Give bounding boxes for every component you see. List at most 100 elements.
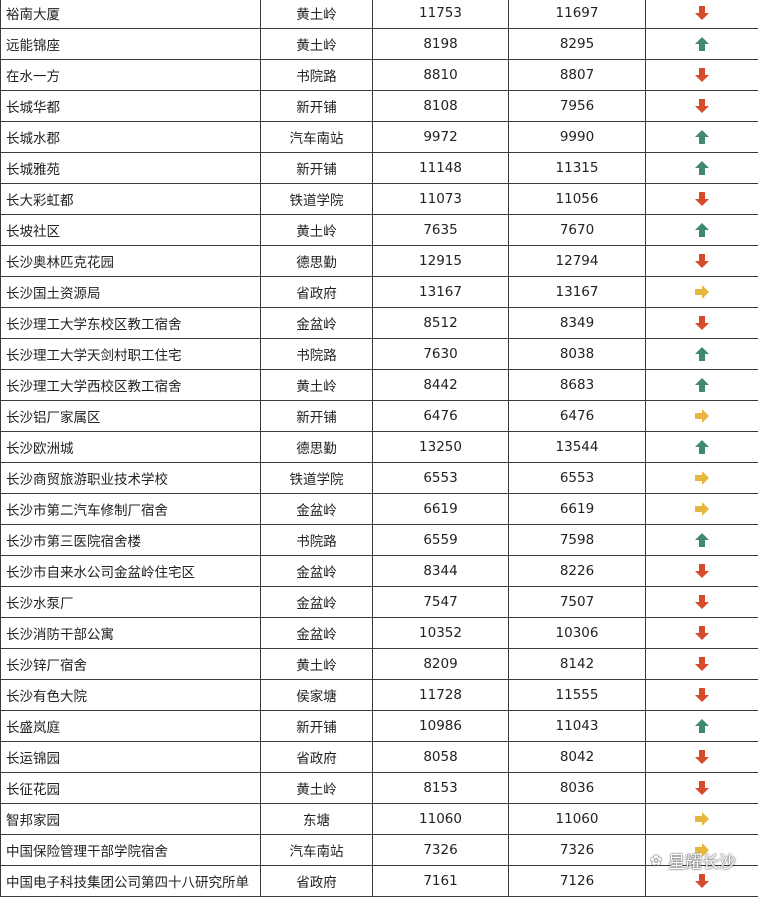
area-name: 德思勤 [260,431,373,463]
table-row: 中国电子科技集团公司第四十八研究所单 省政府 7161 7126 [0,865,758,897]
arrow-up-icon [695,378,709,392]
community-name: 在水一方 [0,59,261,91]
community-name: 长沙市自来水公司金盆岭住宅区 [0,555,261,587]
price-prev: 8198 [372,28,509,60]
price-current: 8683 [508,369,646,401]
community-name: 长沙市第三医院宿舍楼 [0,524,261,556]
arrow-down-icon [695,750,709,764]
price-current: 11697 [508,0,646,29]
community-name: 长沙奥林匹克花园 [0,245,261,277]
community-name: 长坡社区 [0,214,261,246]
community-name: 长沙理工大学东校区教工宿舍 [0,307,261,339]
community-name: 长城雅苑 [0,152,261,184]
community-name: 长沙市第二汽车修制厂宿舍 [0,493,261,525]
price-prev: 12915 [372,245,509,277]
arrow-down-icon [695,564,709,578]
arrow-down-icon [695,781,709,795]
area-name: 书院路 [260,59,373,91]
table-row: 在水一方 书院路 8810 8807 [0,59,758,91]
price-current: 11555 [508,679,646,711]
price-prev: 11753 [372,0,509,29]
price-prev: 6619 [372,493,509,525]
trend-cell [645,431,758,463]
price-current: 13544 [508,431,646,463]
price-prev: 6553 [372,462,509,494]
arrow-right-icon [695,471,709,485]
trend-cell [645,400,758,432]
trend-cell [645,0,758,29]
watermark: ✿ 星耀长沙 [650,848,736,874]
price-current: 7507 [508,586,646,618]
community-name: 长沙欧洲城 [0,431,261,463]
trend-cell [645,59,758,91]
trend-cell [645,462,758,494]
table-row: 中国保险管理干部学院宿舍 汽车南站 7326 7326 [0,834,758,866]
area-name: 铁道学院 [260,183,373,215]
price-prev: 7547 [372,586,509,618]
community-name: 中国保险管理干部学院宿舍 [0,834,261,866]
price-current: 12794 [508,245,646,277]
wechat-icon: ✿ [650,852,662,869]
table-row: 长沙奥林匹克花园 德思勤 12915 12794 [0,245,758,277]
table-row: 长沙有色大院 侯家塘 11728 11555 [0,679,758,711]
area-name: 新开铺 [260,152,373,184]
price-prev: 8058 [372,741,509,773]
trend-cell [645,214,758,246]
price-prev: 8153 [372,772,509,804]
arrow-right-icon [695,409,709,423]
price-current: 11056 [508,183,646,215]
price-current: 9990 [508,121,646,153]
price-current: 6476 [508,400,646,432]
trend-cell [645,183,758,215]
trend-cell [645,245,758,277]
trend-cell [645,679,758,711]
price-prev: 8344 [372,555,509,587]
trend-cell [645,741,758,773]
price-prev: 7326 [372,834,509,866]
area-name: 省政府 [260,741,373,773]
trend-cell [645,648,758,680]
arrow-down-icon [695,316,709,330]
price-prev: 10986 [372,710,509,742]
price-prev: 7635 [372,214,509,246]
table-row: 长沙理工大学西校区教工宿舍 黄土岭 8442 8683 [0,369,758,401]
trend-cell [645,276,758,308]
community-name: 长沙有色大院 [0,679,261,711]
price-prev: 8442 [372,369,509,401]
area-name: 省政府 [260,865,373,897]
area-name: 汽车南站 [260,121,373,153]
area-name: 新开铺 [260,90,373,122]
price-current: 6619 [508,493,646,525]
price-prev: 9972 [372,121,509,153]
table-row: 长沙铝厂家属区 新开铺 6476 6476 [0,400,758,432]
area-name: 黄土岭 [260,648,373,680]
arrow-down-icon [695,68,709,82]
community-name: 长沙商贸旅游职业技术学校 [0,462,261,494]
table-row: 长沙市第三医院宿舍楼 书院路 6559 7598 [0,524,758,556]
area-name: 侯家塘 [260,679,373,711]
price-current: 6553 [508,462,646,494]
community-name: 中国电子科技集团公司第四十八研究所单 [0,865,261,897]
trend-cell [645,369,758,401]
community-name: 长沙消防干部公寓 [0,617,261,649]
arrow-down-icon [695,595,709,609]
arrow-up-icon [695,130,709,144]
price-current: 7126 [508,865,646,897]
area-name: 黄土岭 [260,369,373,401]
arrow-up-icon [695,161,709,175]
area-name: 书院路 [260,338,373,370]
price-current: 8295 [508,28,646,60]
price-prev: 11060 [372,803,509,835]
arrow-down-icon [695,657,709,671]
trend-cell [645,307,758,339]
trend-cell [645,28,758,60]
price-current: 8036 [508,772,646,804]
price-prev: 11728 [372,679,509,711]
community-name: 长沙理工大学西校区教工宿舍 [0,369,261,401]
community-name: 长城水郡 [0,121,261,153]
trend-cell [645,152,758,184]
arrow-down-icon [695,874,709,888]
arrow-up-icon [695,719,709,733]
area-name: 黄土岭 [260,772,373,804]
community-name: 长沙国土资源局 [0,276,261,308]
